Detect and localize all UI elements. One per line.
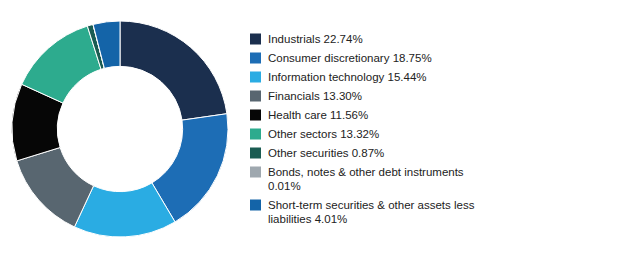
legend-item: Financials 13.30%: [250, 90, 362, 102]
legend-label: Health care 11.56%: [268, 109, 368, 121]
legend-swatch: [250, 34, 261, 45]
legend-swatch: [250, 53, 261, 64]
legend-label: Bonds, notes & other debt instruments0.0…: [268, 166, 464, 192]
legend-label: Industrials 22.74%: [268, 33, 363, 45]
legend-item: Information technology 15.44%: [250, 71, 427, 83]
legend-label: Consumer discretionary 18.75%: [268, 52, 432, 64]
legend-label: Short-term securities & other assets les…: [268, 199, 475, 225]
legend-item: Bonds, notes & other debt instruments0.0…: [250, 166, 464, 192]
legend-swatch: [250, 148, 261, 159]
legend-label: Other sectors 13.32%: [268, 128, 379, 140]
legend-item: Other securities 0.87%: [250, 147, 384, 159]
legend-item: Industrials 22.74%: [250, 33, 363, 45]
legend-swatch: [250, 129, 261, 140]
legend-label: Other securities 0.87%: [268, 147, 384, 159]
donut-slice: [17, 147, 94, 226]
chart: Industrials 22.74% Consumer discretionary…: [0, 0, 625, 258]
legend-swatch: [250, 91, 261, 102]
legend: Industrials 22.74% Consumer discretionary…: [250, 33, 475, 225]
donut-slice: [93, 21, 120, 68]
donut-slice: [22, 26, 101, 103]
legend-swatch: [250, 110, 261, 121]
legend-swatch: [250, 200, 261, 211]
donut: [12, 21, 228, 237]
legend-item: Other sectors 13.32%: [250, 128, 379, 140]
legend-label: Financials 13.30%: [268, 90, 362, 102]
donut-slice: [120, 21, 227, 120]
legend-item: Short-term securities & other assets les…: [250, 199, 475, 225]
legend-item: Health care 11.56%: [250, 109, 368, 121]
legend-swatch: [250, 72, 261, 83]
legend-item: Consumer discretionary 18.75%: [250, 52, 432, 64]
legend-label: Information technology 15.44%: [268, 71, 427, 83]
legend-swatch: [250, 167, 261, 178]
